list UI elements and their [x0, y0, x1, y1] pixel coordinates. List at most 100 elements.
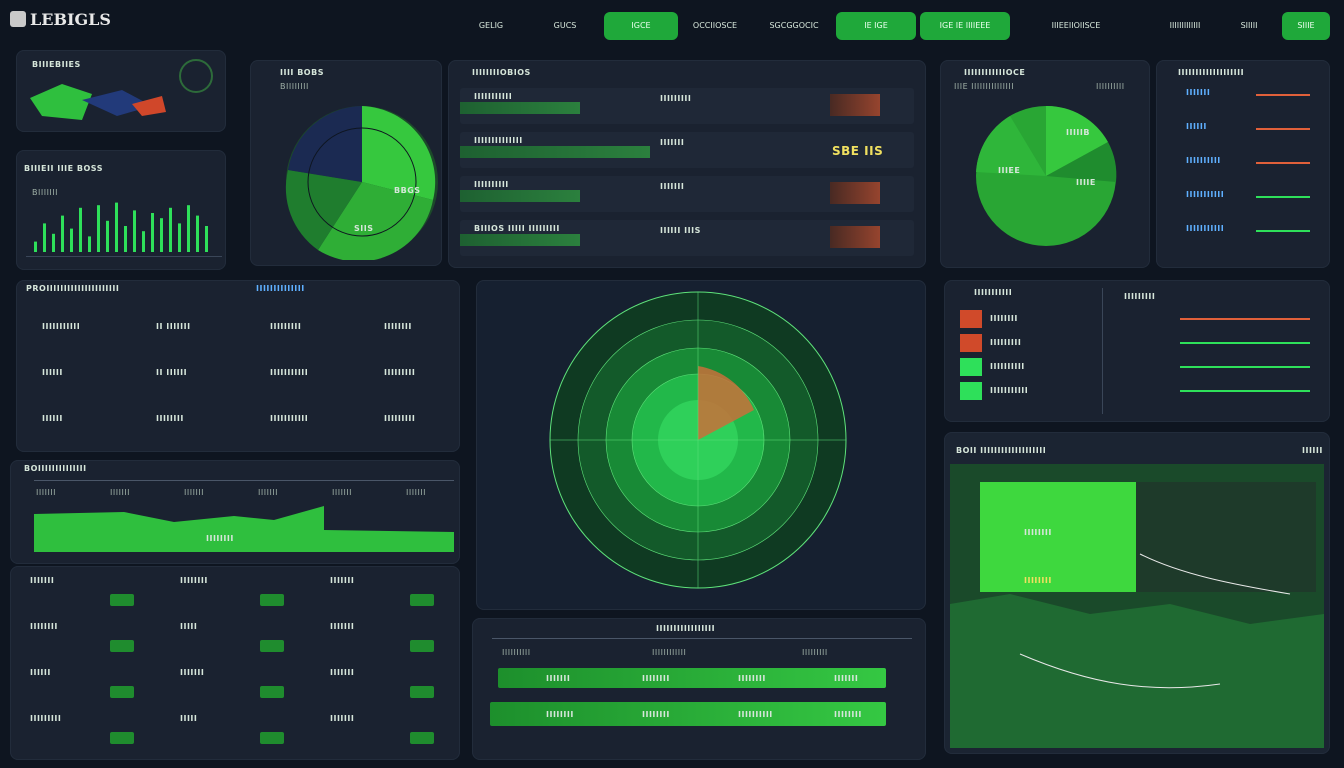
far-right-title: IIIIIIIIIIIIIIIIIII	[1178, 68, 1245, 77]
small-right-item[interactable]: IIIIIIII	[990, 314, 1018, 323]
status-square	[960, 382, 982, 400]
bt-cell: IIIIIIIIII	[738, 710, 773, 719]
grid-cell[interactable]: IIIIIIIIIII	[42, 322, 81, 331]
mid-table-panel: IIIIIIIIOBIOS IIIIIIIIIII IIIIIIIII IIIIII…	[448, 60, 926, 268]
grid-cell[interactable]: II IIIIII	[156, 368, 188, 377]
far-right-item[interactable]: IIIIIIIIIII	[1186, 190, 1225, 199]
lower-cell[interactable]: IIIIIII	[30, 576, 55, 585]
bar-13	[151, 213, 154, 252]
bt-cell: IIIIIIII	[546, 710, 574, 719]
bt-col: IIIIIIIIIIII	[652, 648, 687, 657]
mid-row-heat	[830, 226, 880, 248]
tab-5[interactable]: IE IGE	[836, 12, 916, 40]
mid-row[interactable]: IIIIIIIIIIIIII IIIIIII SBE IIS	[460, 132, 914, 168]
lower-cell[interactable]: IIIIIII	[180, 668, 205, 677]
tab-10[interactable]: SIIIE	[1282, 12, 1330, 40]
bottom-row-1[interactable]	[498, 668, 886, 688]
mid-row[interactable]: IIIIIIIIII IIIIIII	[460, 176, 914, 212]
grid-cell[interactable]: II IIIIIII	[156, 322, 191, 331]
lower-cell-mark	[260, 594, 284, 606]
bar-18	[196, 215, 199, 252]
map-panel: BOII IIIIIIIIIIIIIIIIIII IIIIII IIIIIIII…	[944, 432, 1330, 754]
top-left-card: BIIIEBIIES	[16, 50, 226, 132]
lower-cell[interactable]: IIIIIII	[330, 622, 355, 631]
bt-cell: IIIIIIII	[738, 674, 766, 683]
tab-9[interactable]: SIIIII	[1240, 21, 1258, 30]
far-right-item[interactable]: IIIIIIIIII	[1186, 156, 1221, 165]
lower-cell[interactable]: IIIIIIII	[180, 576, 208, 585]
right-pie-sub2: IIIIIIIIII	[1096, 82, 1125, 91]
far-right-item[interactable]: IIIIIII	[1186, 88, 1211, 97]
app-logo[interactable]: LEBIGLS	[10, 8, 111, 30]
lion-icon	[10, 11, 26, 27]
grid-cell[interactable]: IIIIIIIII	[270, 322, 302, 331]
mid-table-title: IIIIIIIIOBIOS	[472, 68, 531, 77]
status-square	[960, 310, 982, 328]
tab-8[interactable]: IIIIIIIIIIIII	[1169, 21, 1201, 30]
lower-cell-mark	[260, 640, 284, 652]
far-right-item[interactable]: IIIIIIIIIII	[1186, 224, 1225, 233]
tab-7[interactable]: IIIEEIIOIISCE	[1051, 21, 1101, 30]
bar-0	[34, 241, 37, 252]
grid-panel: PROIIIIIIIIIIIIIIIIIIIII IIIIII IIIIII II …	[16, 280, 460, 452]
far-right-item[interactable]: IIIIII	[1186, 122, 1207, 131]
small-right-item[interactable]: IIIIIIIIIII	[990, 386, 1029, 395]
lower-cell-mark	[260, 732, 284, 744]
bt-col: IIIIIIIII	[802, 648, 828, 657]
grid-cell[interactable]: IIIIIIII	[384, 322, 412, 331]
bottom-row-2[interactable]	[490, 702, 886, 726]
mid-row[interactable]: BIIIOS IIIII IIIIIIIII IIIIII IIIS	[460, 220, 914, 256]
small-right-line	[1180, 342, 1310, 344]
grid-tag: IIIIIIIIIIIIII	[256, 284, 305, 293]
small-right-item[interactable]: IIIIIIIIII	[990, 362, 1025, 371]
grid-cell[interactable]: IIIIII	[42, 414, 63, 423]
pie-title: IIII BOBS	[280, 68, 324, 77]
bars-panel: BIIIEII IIIE BOSS BIIIIIII	[16, 150, 226, 270]
area-tick: IIIIIII	[184, 488, 205, 497]
grid-cell[interactable]: IIIIIIIII	[384, 414, 416, 423]
grid-cell[interactable]: IIIIIIIIIII	[270, 368, 309, 377]
status-square	[960, 358, 982, 376]
lower-cell[interactable]: IIIIIII	[330, 576, 355, 585]
lower-cell[interactable]: IIIIII	[30, 668, 51, 677]
lower-cell[interactable]: IIIII	[180, 622, 198, 631]
bar-14	[160, 218, 163, 252]
lower-cell[interactable]: IIIII	[180, 714, 198, 723]
tab-1[interactable]: GUCS	[553, 21, 577, 30]
grid-cell[interactable]: IIIIII	[42, 368, 63, 377]
area-mid: IIIIIIII	[206, 534, 234, 543]
lower-cell[interactable]: IIIIIII	[330, 668, 355, 677]
mid-row-bar	[460, 102, 580, 114]
pie-panel: IIII BOBS BIIIIIIII BBGS SIIS	[250, 60, 442, 266]
bar-17	[187, 205, 190, 252]
small-right-item[interactable]: IIIIIIIII	[990, 338, 1022, 347]
lower-cell[interactable]: IIIIIII	[330, 714, 355, 723]
divider	[1102, 288, 1103, 414]
mid-row-c: SBE IIS	[832, 144, 884, 158]
mid-row[interactable]: IIIIIIIIIII IIIIIIIII	[460, 88, 914, 124]
lower-cell-mark	[410, 594, 434, 606]
bars-axis	[26, 256, 222, 257]
tab-6[interactable]: IGE IE IIIIEEE	[920, 12, 1010, 40]
grid-cell[interactable]: IIIIIIIII	[384, 368, 416, 377]
tab-2[interactable]: IGCE	[604, 12, 678, 40]
bt-cell: IIIIIII	[834, 674, 859, 683]
bt-col: IIIIIIIIII	[502, 648, 531, 657]
tab-0[interactable]: GELIG	[478, 21, 504, 30]
far-right-line	[1256, 162, 1310, 164]
mid-row-b: IIIIII IIIS	[660, 226, 701, 235]
area-panel: BOIIIIIIIIIIIIII IIIIIII IIIIIII IIIIIII II…	[10, 460, 460, 564]
grid-cell[interactable]: IIIIIIII	[156, 414, 184, 423]
map-label: IIIIIIII	[1024, 528, 1052, 537]
lower-cell[interactable]: IIIIIIIII	[30, 714, 62, 723]
grid-cell[interactable]: IIIIIIIIIII	[270, 414, 309, 423]
pie-label-a: BBGS	[394, 186, 421, 195]
lower-cell[interactable]: IIIIIIII	[30, 622, 58, 631]
right-pie-title: IIIIIIIIIIIIOCE	[964, 68, 1026, 77]
tab-3[interactable]: OCCIIOSCE	[692, 21, 738, 30]
right-pie-chart	[976, 106, 1117, 246]
mid-row-a: IIIIIIIIIII	[474, 92, 513, 101]
tab-4[interactable]: SGCGGOCIC	[769, 21, 819, 30]
right-pie-panel: IIIIIIIIIIIIOCE IIIE IIIIIIIIIIIIIII III…	[940, 60, 1150, 268]
lower-cell-mark	[410, 640, 434, 652]
